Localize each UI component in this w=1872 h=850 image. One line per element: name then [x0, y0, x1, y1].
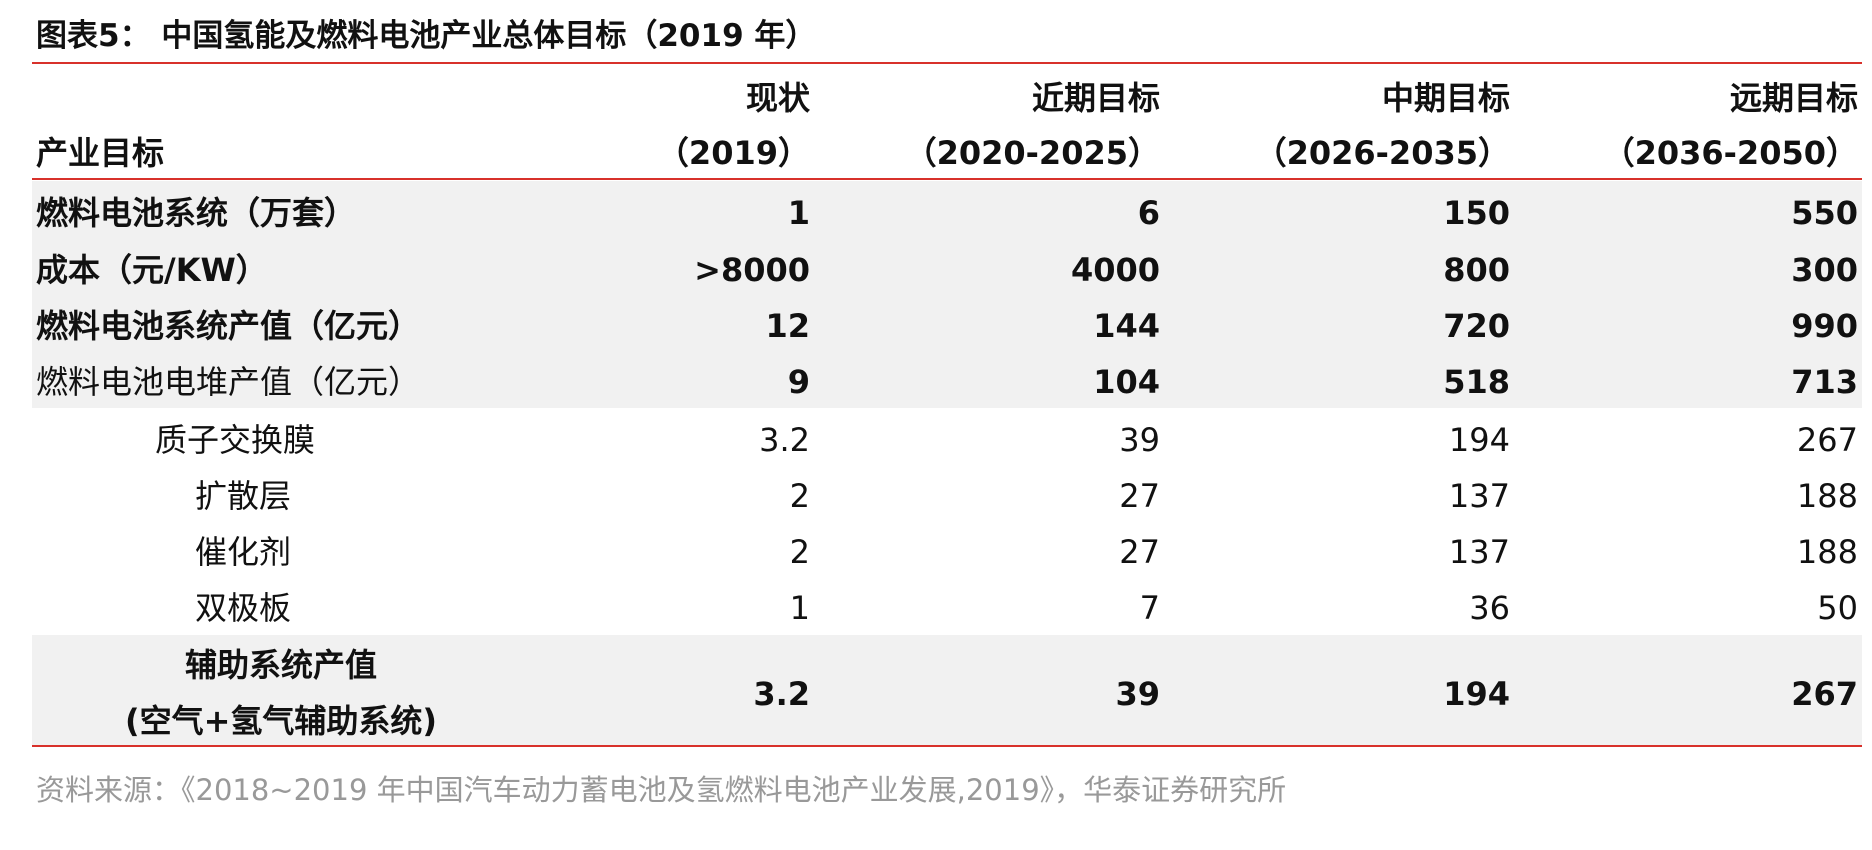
row-label: 双极板	[195, 589, 292, 627]
cell: 50	[1817, 589, 1858, 627]
cell: 194	[1448, 421, 1510, 459]
cell: 267	[1796, 421, 1858, 459]
cell: 990	[1791, 307, 1858, 345]
cell: 550	[1791, 194, 1858, 232]
cell: 267	[1791, 675, 1858, 713]
title: 图表5： 中国氢能及燃料电池产业总体目标（2019 年）	[36, 18, 817, 54]
row-label: 燃料电池电堆产值（亿元）	[36, 363, 421, 401]
row-shade	[32, 635, 1862, 745]
row-label: 质子交换膜	[155, 421, 316, 459]
cell: 39	[1119, 421, 1160, 459]
row-label: 燃料电池系统（万套）	[36, 194, 357, 232]
row-label: (空气+氢气辅助系统)	[124, 702, 438, 740]
cell: 518	[1443, 363, 1510, 401]
column-header: 现状	[745, 79, 810, 117]
cell: 4000	[1070, 251, 1160, 289]
column-header: （2036-2050）	[1602, 134, 1858, 172]
column-header: （2020-2025）	[904, 134, 1160, 172]
cell: 194	[1443, 675, 1510, 713]
cell: 27	[1119, 477, 1160, 515]
row-shade	[32, 181, 1862, 408]
column-header: （2026-2035）	[1254, 134, 1510, 172]
cell: 1	[789, 589, 810, 627]
cell: 12	[765, 307, 810, 345]
cell: 2	[789, 477, 810, 515]
cell: 2	[789, 533, 810, 571]
cell: 7	[1139, 589, 1160, 627]
cell: 36	[1469, 589, 1510, 627]
cell: 713	[1791, 363, 1858, 401]
cell: 3.2	[753, 675, 810, 713]
source: 资料来源：《2018~2019 年中国汽车动力蓄电池及氢燃料电池产业发展,201…	[36, 773, 1287, 807]
cell: 104	[1093, 363, 1160, 401]
cell: 144	[1093, 307, 1160, 345]
column-header: 中期目标	[1381, 79, 1510, 117]
row-label: 辅助系统产值	[184, 646, 377, 684]
row-label: 催化剂	[195, 533, 292, 571]
cell: 9	[787, 363, 810, 401]
cell: >8000	[694, 251, 810, 289]
cell: 27	[1119, 533, 1160, 571]
cell: 188	[1796, 533, 1858, 571]
row-label: 扩散层	[195, 477, 292, 515]
cell: 39	[1115, 675, 1160, 713]
cell: 188	[1796, 477, 1858, 515]
row-label: 燃料电池系统产值（亿元）	[36, 307, 421, 345]
cell: 3.2	[759, 421, 810, 459]
cell: 6	[1137, 194, 1160, 232]
cell: 150	[1443, 194, 1510, 232]
column-header: 近期目标	[1031, 79, 1160, 117]
row-label: 成本（元/KW）	[36, 251, 268, 289]
cell: 137	[1448, 533, 1510, 571]
cell: 800	[1443, 251, 1510, 289]
cell: 300	[1791, 251, 1858, 289]
header-label: 产业目标	[36, 134, 165, 172]
column-header: 远期目标	[1729, 79, 1858, 117]
cell: 720	[1443, 307, 1510, 345]
cell: 1	[787, 194, 810, 232]
rule	[32, 62, 1862, 64]
rule	[32, 745, 1862, 747]
column-header: （2019）	[656, 134, 810, 172]
cell: 137	[1448, 477, 1510, 515]
rule	[32, 178, 1862, 180]
